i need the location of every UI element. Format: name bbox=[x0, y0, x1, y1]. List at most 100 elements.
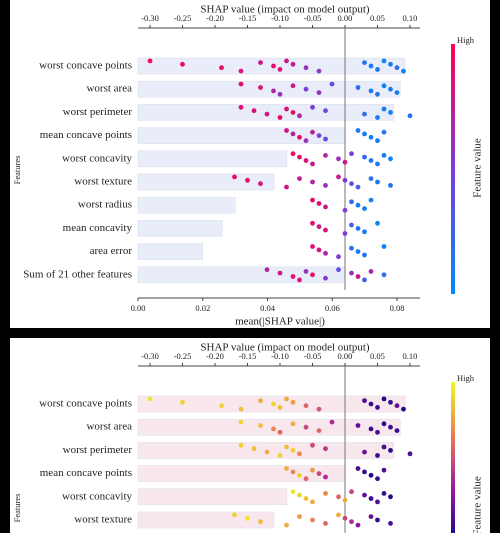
shap-point bbox=[362, 206, 367, 212]
shap-point bbox=[316, 224, 322, 230]
shap-point bbox=[290, 448, 296, 453]
bar bbox=[137, 488, 288, 506]
shap-point bbox=[375, 405, 380, 410]
shap-point bbox=[336, 494, 341, 500]
shap-point bbox=[388, 156, 393, 162]
feature-label: area error bbox=[90, 245, 133, 257]
bar bbox=[137, 465, 346, 482]
shap-point bbox=[323, 446, 328, 452]
shap-point bbox=[303, 496, 309, 501]
shap-point bbox=[368, 134, 374, 140]
shap-point bbox=[316, 133, 322, 139]
shap-point bbox=[310, 220, 315, 226]
shap-point bbox=[394, 65, 400, 71]
feature-label: worst radius bbox=[78, 199, 132, 211]
shap-point bbox=[388, 424, 393, 430]
shap-point bbox=[368, 401, 374, 407]
shap-point bbox=[342, 231, 348, 236]
shap-point bbox=[401, 68, 406, 74]
y-axis-label: Features bbox=[12, 494, 22, 523]
shap-point bbox=[232, 174, 237, 180]
shap-point bbox=[290, 469, 296, 475]
x-tick-label: 0.05 bbox=[370, 351, 385, 361]
shap-point bbox=[349, 181, 354, 187]
shap-point bbox=[290, 489, 296, 495]
shap-point bbox=[349, 519, 354, 525]
shap-point bbox=[381, 58, 387, 64]
shap-point bbox=[362, 398, 367, 403]
shap-point bbox=[355, 423, 361, 428]
colorbar-high: High bbox=[457, 373, 475, 383]
shap-point bbox=[336, 267, 341, 273]
shap-point bbox=[297, 134, 302, 140]
shap-point bbox=[368, 176, 374, 182]
shap-point bbox=[323, 227, 328, 233]
shap-point bbox=[323, 108, 328, 114]
shap-point bbox=[310, 244, 315, 249]
shap-point bbox=[271, 63, 276, 69]
shap-point bbox=[297, 472, 302, 478]
shap-point bbox=[323, 521, 328, 526]
shap-point bbox=[284, 128, 289, 133]
x-tick-label: -0.10 bbox=[271, 351, 289, 361]
shap-point bbox=[310, 129, 315, 135]
shap-point bbox=[245, 515, 250, 521]
shap-point bbox=[368, 514, 374, 519]
bar-tick-label: 0.00 bbox=[131, 303, 146, 313]
x-tick-label: -0.10 bbox=[271, 13, 289, 23]
shap-point bbox=[355, 274, 361, 279]
x-tick-label: 0.05 bbox=[370, 13, 385, 23]
shap-point bbox=[310, 104, 315, 110]
colorbar bbox=[451, 44, 455, 294]
shap-point bbox=[355, 226, 361, 231]
feature-label: Sum of 21 other features bbox=[23, 268, 132, 280]
feature-label: worst concavity bbox=[62, 152, 132, 164]
shap-point bbox=[297, 113, 302, 119]
shap-point bbox=[362, 449, 367, 455]
bar bbox=[137, 220, 223, 237]
shap-point bbox=[349, 199, 354, 205]
x-tick-label: -0.05 bbox=[304, 351, 322, 361]
axis-title: SHAP value (impact on model output) bbox=[200, 342, 369, 354]
shap-point bbox=[323, 204, 328, 210]
shap-point bbox=[303, 138, 309, 144]
shap-point bbox=[284, 106, 289, 112]
x-tick-label: 0.10 bbox=[403, 13, 418, 23]
shap-point bbox=[368, 63, 374, 69]
x-tick-label: -0.05 bbox=[304, 13, 322, 23]
shap-point bbox=[375, 91, 380, 97]
shap-point bbox=[323, 153, 328, 158]
shap-point bbox=[388, 494, 393, 500]
shap-point bbox=[375, 161, 380, 167]
shap-point bbox=[323, 275, 328, 281]
shap-point bbox=[381, 421, 387, 427]
shap-point bbox=[310, 179, 315, 185]
shap-point bbox=[316, 201, 322, 206]
shap-point bbox=[271, 401, 276, 407]
shap-point bbox=[381, 106, 387, 112]
shap-point bbox=[277, 270, 283, 276]
shap-point bbox=[362, 154, 367, 160]
shap-point bbox=[329, 419, 335, 425]
shap-point bbox=[277, 429, 283, 435]
x-tick-label: 0.00 bbox=[338, 351, 353, 361]
shap-point bbox=[381, 272, 387, 278]
shap-point bbox=[362, 60, 367, 65]
x-tick-label: -0.20 bbox=[206, 351, 224, 361]
shap-point bbox=[375, 179, 380, 185]
bar bbox=[137, 243, 204, 260]
shap-point bbox=[368, 426, 374, 432]
bar-tick-label: 0.04 bbox=[260, 303, 276, 313]
shap-point bbox=[388, 86, 393, 92]
shap-point bbox=[375, 517, 380, 523]
shap-point bbox=[342, 159, 348, 165]
shap-point bbox=[381, 244, 387, 249]
shap-point bbox=[297, 451, 302, 457]
shap-point bbox=[349, 222, 354, 228]
shap-point bbox=[323, 136, 328, 142]
shap-point bbox=[368, 158, 374, 163]
shap-point bbox=[336, 512, 341, 518]
shap-point bbox=[323, 491, 328, 496]
shap-point bbox=[180, 61, 185, 67]
